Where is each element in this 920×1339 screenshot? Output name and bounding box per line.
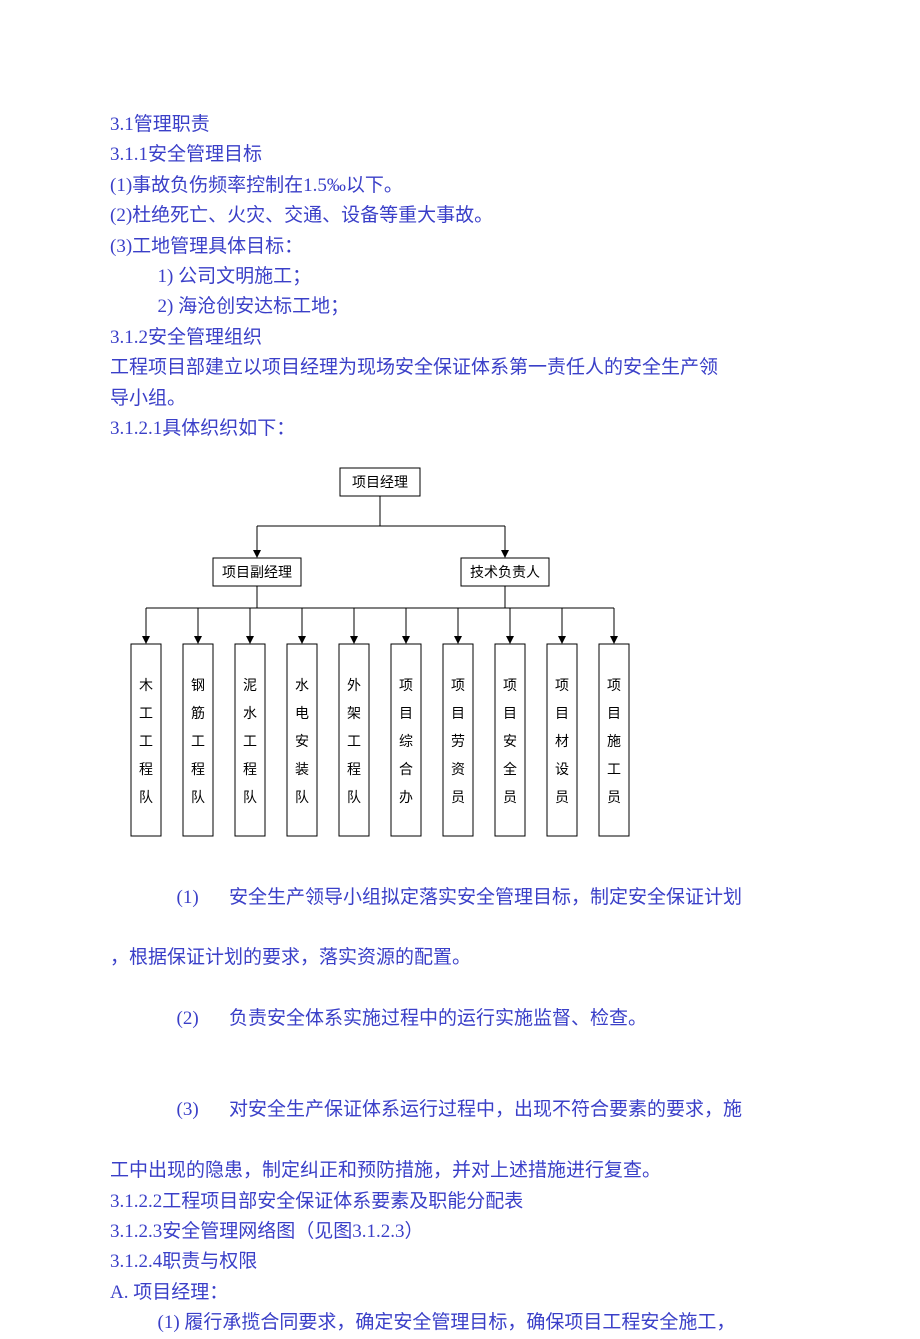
svg-text:工: 工 bbox=[139, 735, 153, 750]
svg-text:技术负责人: 技术负责人 bbox=[470, 565, 540, 581]
para-2: (2) 负责安全体系实施过程中的运行实施监督、检查。 bbox=[110, 974, 810, 1065]
svg-text:目: 目 bbox=[399, 707, 413, 722]
section-A: A. 项目经理： bbox=[110, 1278, 810, 1308]
svg-text:设: 设 bbox=[555, 762, 569, 778]
svg-text:目: 目 bbox=[503, 707, 517, 722]
svg-text:工: 工 bbox=[139, 707, 153, 722]
org-chart-svg: 项目经理项目副经理技术负责人木工工程队钢筋工程队泥水工程队水电安装队外架工程队项… bbox=[110, 448, 650, 842]
svg-text:目: 目 bbox=[555, 707, 569, 722]
svg-text:目: 目 bbox=[451, 707, 465, 722]
heading-3-1-2-2: 3.1.2.2工程项目部安全保证体系要素及职能分配表 bbox=[110, 1187, 810, 1217]
heading-3-1-2-1: 3.1.2.1具体织织如下： bbox=[110, 414, 810, 444]
para-3-1-2-a: 工程项目部建立以项目经理为现场安全保证体系第一责任人的安全生产领 bbox=[110, 353, 810, 383]
svg-text:资: 资 bbox=[451, 762, 465, 778]
item-1: (1)事故负伤频率控制在1.5‰以下。 bbox=[110, 171, 810, 201]
svg-text:材: 材 bbox=[555, 734, 569, 750]
svg-text:员: 员 bbox=[607, 791, 621, 806]
svg-text:劳: 劳 bbox=[451, 734, 465, 750]
svg-text:施: 施 bbox=[607, 734, 621, 750]
heading-3-1-2-3: 3.1.2.3安全管理网络图（见图3.1.2.3） bbox=[110, 1217, 810, 1247]
para-2-num: (2) bbox=[177, 1008, 199, 1029]
svg-text:目: 目 bbox=[607, 707, 621, 722]
svg-text:队: 队 bbox=[295, 790, 309, 806]
svg-text:外: 外 bbox=[347, 678, 361, 694]
svg-text:程: 程 bbox=[243, 762, 257, 778]
svg-text:办: 办 bbox=[399, 790, 413, 806]
svg-text:电: 电 bbox=[295, 706, 309, 722]
para-3-a: 对安全生产保证体系运行过程中，出现不符合要素的要求，施 bbox=[229, 1099, 742, 1120]
svg-text:程: 程 bbox=[191, 762, 205, 778]
svg-text:水: 水 bbox=[243, 706, 257, 722]
item-3-1: 1) 公司文明施工； bbox=[110, 262, 810, 292]
svg-text:架: 架 bbox=[347, 706, 361, 722]
svg-text:项: 项 bbox=[503, 679, 517, 694]
svg-text:全: 全 bbox=[503, 761, 517, 778]
heading-3-1-2: 3.1.2安全管理组织 bbox=[110, 323, 810, 353]
svg-text:项: 项 bbox=[555, 679, 569, 694]
para-1-b: ，根据保证计划的要求，落实资源的配置。 bbox=[110, 943, 810, 973]
para-3-num: (3) bbox=[177, 1099, 199, 1120]
para-1-num: (1) bbox=[177, 887, 199, 908]
para-3-1-2-b: 导小组。 bbox=[110, 384, 810, 414]
svg-text:员: 员 bbox=[555, 791, 569, 806]
svg-text:装: 装 bbox=[295, 762, 309, 778]
svg-text:安: 安 bbox=[503, 734, 517, 750]
para-3: (3) 对安全生产保证体系运行过程中，出现不符合要素的要求，施 bbox=[110, 1065, 810, 1156]
svg-text:综: 综 bbox=[399, 734, 413, 750]
svg-text:员: 员 bbox=[503, 791, 517, 806]
para-1-a: 安全生产领导小组拟定落实安全管理目标，制定安全保证计划 bbox=[229, 887, 742, 908]
svg-text:工: 工 bbox=[191, 735, 205, 750]
para-3-b: 工中出现的隐患，制定纠正和预防措施，并对上述措施进行复查。 bbox=[110, 1156, 810, 1186]
svg-text:水: 水 bbox=[295, 678, 309, 694]
svg-text:程: 程 bbox=[139, 762, 153, 778]
svg-text:项: 项 bbox=[399, 679, 413, 694]
heading-3-1-2-4: 3.1.2.4职责与权限 bbox=[110, 1247, 810, 1277]
para-2-text: 负责安全体系实施过程中的运行实施监督、检查。 bbox=[229, 1008, 647, 1029]
svg-text:工: 工 bbox=[347, 735, 361, 750]
svg-text:程: 程 bbox=[347, 762, 361, 778]
para-1: (1) 安全生产领导小组拟定落实安全管理目标，制定安全保证计划 bbox=[110, 852, 810, 943]
svg-text:工: 工 bbox=[607, 763, 621, 778]
svg-text:项: 项 bbox=[451, 679, 465, 694]
item-2: (2)杜绝死亡、火灾、交通、设备等重大事故。 bbox=[110, 201, 810, 231]
svg-text:合: 合 bbox=[399, 762, 413, 778]
org-chart: 项目经理项目副经理技术负责人木工工程队钢筋工程队泥水工程队水电安装队外架工程队项… bbox=[110, 448, 810, 842]
item-3: (3)工地管理具体目标： bbox=[110, 232, 810, 262]
svg-text:队: 队 bbox=[191, 790, 205, 806]
svg-text:钢: 钢 bbox=[191, 678, 205, 694]
document-page: 3.1管理职责 3.1.1安全管理目标 (1)事故负伤频率控制在1.5‰以下。 … bbox=[0, 0, 920, 1302]
svg-text:工: 工 bbox=[243, 735, 257, 750]
svg-text:项: 项 bbox=[607, 679, 621, 694]
svg-text:泥: 泥 bbox=[243, 678, 257, 694]
svg-text:筋: 筋 bbox=[191, 705, 205, 722]
svg-text:员: 员 bbox=[451, 791, 465, 806]
heading-3-1-1: 3.1.1安全管理目标 bbox=[110, 140, 810, 170]
svg-text:队: 队 bbox=[243, 790, 257, 806]
svg-text:木: 木 bbox=[139, 678, 153, 694]
heading-3-1: 3.1管理职责 bbox=[110, 110, 810, 140]
svg-text:项目经理: 项目经理 bbox=[352, 475, 408, 491]
svg-text:安: 安 bbox=[295, 734, 309, 750]
item-3-2: 2) 海沧创安达标工地； bbox=[110, 292, 810, 322]
svg-text:队: 队 bbox=[139, 790, 153, 806]
svg-text:队: 队 bbox=[347, 790, 361, 806]
section-A-1: (1) 履行承揽合同要求，确定安全管理目标，确保项目工程安全施工， bbox=[110, 1308, 810, 1338]
svg-text:项目副经理: 项目副经理 bbox=[222, 565, 292, 581]
